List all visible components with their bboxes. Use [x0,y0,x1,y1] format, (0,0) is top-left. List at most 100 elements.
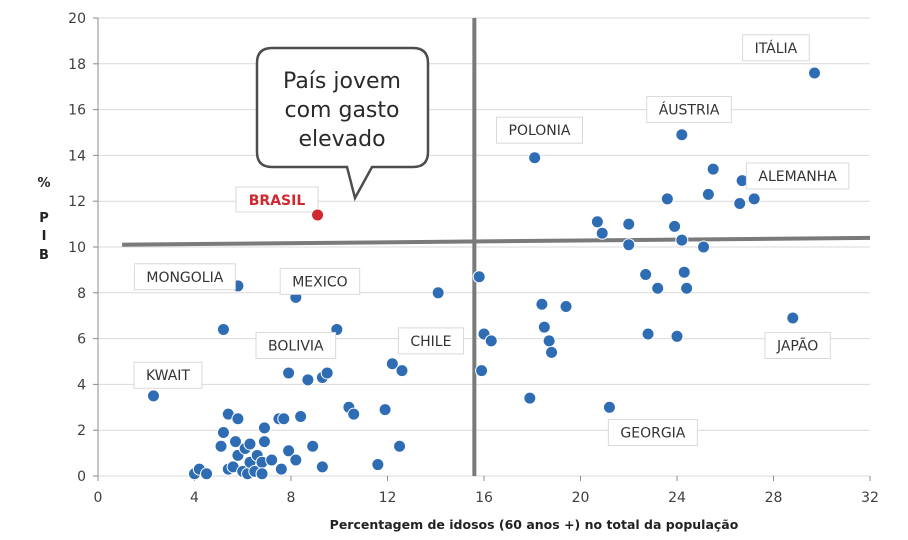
country-label-box: ITÁLIA [742,34,810,62]
brasil-label: BRASIL [249,193,306,209]
data-point [733,196,747,210]
y-tick-label: 20 [68,11,86,27]
country-label-box: ALEMANHA [745,162,850,190]
data-point [347,407,361,421]
data-point [282,444,296,458]
data-point [786,311,800,325]
data-point [747,192,761,206]
country-label-frame [496,116,583,144]
data-point [315,460,329,474]
data-point [274,462,288,476]
data-point [216,425,230,439]
data-point [680,281,694,295]
data-point [523,391,537,405]
y-tick-label: 12 [68,194,86,210]
country-label-frame [397,327,464,355]
data-point [146,389,160,403]
data-point [200,467,214,481]
data-point [306,439,320,453]
brasil-label-box [235,186,319,213]
brasil-point [311,208,325,222]
data-point [214,439,228,453]
country-label-box: CHILE [397,327,464,355]
data-point [701,187,715,201]
callout-line-3: elevado [298,127,385,152]
x-axis-label: Percentagem de idosos (60 anos +) no tot… [330,517,739,532]
y-tick-label: 10 [68,240,86,256]
data-point [255,467,269,481]
data-point [622,217,636,231]
data-point [639,267,653,281]
data-point [294,409,308,423]
y-axis-label-b: B [39,248,49,263]
data-point [542,334,556,348]
data-points [146,66,822,481]
data-point [320,366,334,380]
country-label: MONGOLIA [146,270,223,286]
data-point [231,412,245,426]
data-point [472,270,486,284]
country-label-box: MEXICO [279,267,361,295]
x-tick-label: 28 [765,490,783,506]
data-point [675,128,689,142]
data-point [706,162,720,176]
data-point [265,453,279,467]
country-label-frame [133,361,203,389]
country-labels: ITÁLIA ÁUSTRIA POLONIA ALEMANHA MONGOLIA MEXI… [133,34,850,446]
data-point [475,364,489,378]
data-point [393,439,407,453]
data-point [641,327,655,341]
data-point [651,281,665,295]
country-label: POLONIA [509,123,571,139]
y-tick-label: 2 [77,423,86,439]
country-label: ALEMANHA [758,169,837,185]
data-point [431,286,445,300]
data-point [243,437,257,451]
x-tick-label: 24 [668,490,686,506]
country-label-box: POLONIA [496,116,583,144]
country-label-frame [742,34,810,62]
data-point [289,453,303,467]
y-tick-label: 4 [77,377,86,393]
data-point [670,329,684,343]
y-axis-label-i: I [42,229,47,244]
x-tick-label: 8 [287,490,296,506]
y-tick-label: 8 [77,286,86,302]
country-label: ITÁLIA [755,40,798,57]
x-tick-label: 20 [572,490,590,506]
country-label: CHILE [410,334,451,350]
country-label-frame [646,96,732,124]
callout-line-2: com gasto [285,98,400,123]
data-point [545,345,559,359]
country-label-box: ÁUSTRIA [646,96,732,124]
country-label-box: GEORGIA [607,418,698,446]
y-tick-label: 0 [77,469,86,485]
gridlines [97,17,870,477]
data-point [537,320,551,334]
country-label: BOLIVIA [268,338,324,354]
y-axis-label-p: P [39,211,49,226]
data-point [675,233,689,247]
callout-line-1: País jovem [283,69,401,94]
country-label-frame [279,267,361,295]
data-point [808,66,822,80]
country-label-frame [133,263,236,291]
data-point [257,421,271,435]
data-point [371,458,385,472]
country-label: MEXICO [292,274,347,290]
data-point [282,366,296,380]
x-tick-label: 0 [94,490,103,506]
country-label-box: MONGOLIA [133,263,236,291]
data-point [677,265,691,279]
data-point [378,403,392,417]
data-point [395,364,409,378]
country-label-frame [255,331,337,359]
data-point [528,151,542,165]
brasil-highlight: BRASIL [235,186,325,222]
data-point [484,334,498,348]
data-point [559,300,573,314]
data-point [535,297,549,311]
callout-bubble-shape [255,46,430,202]
data-point [229,435,243,449]
